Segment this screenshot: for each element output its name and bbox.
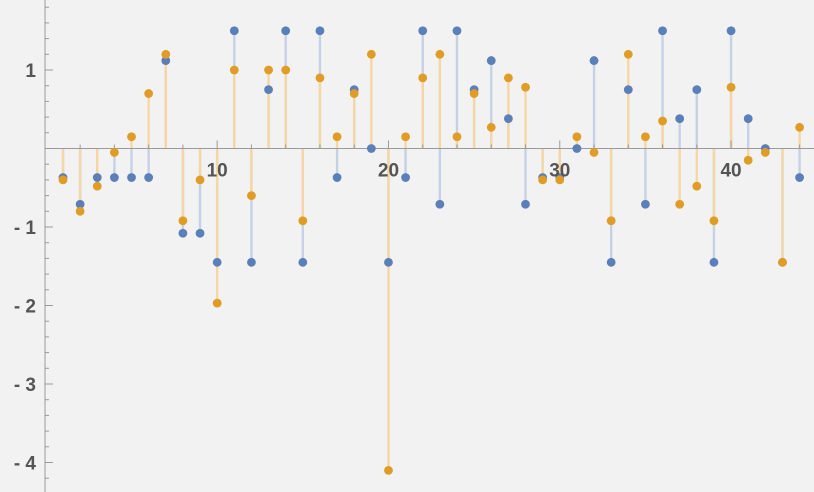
data-point-series1-x7 [161,56,171,65]
data-point-series1-x44 [795,173,804,182]
data-point-series1-x32 [589,56,599,65]
data-point-series1-x15 [298,257,308,267]
data-point-series1-x17 [332,173,342,182]
data-point-series2-x4 [109,148,119,157]
data-point-series1-x8 [178,228,188,238]
x-tick-label-20: 20 [378,161,399,182]
data-point-series1-x19 [366,144,376,153]
data-point-series1-x41 [743,114,753,124]
data-point-series1-x35 [641,199,650,209]
data-point-series2-x19 [366,49,376,59]
y-tick-label-1: - 3 [14,375,36,396]
data-point-series1-x4 [109,173,119,182]
data-point-series1-x13 [264,85,273,95]
data-point-series1-x21 [401,173,410,182]
data-point-series1-x37 [675,114,685,124]
data-point-series2-x39 [709,216,719,226]
data-point-series1-x24 [452,26,462,36]
data-point-series1-x14 [281,26,291,36]
data-point-series2-x33 [606,216,616,226]
data-point-series2-x29 [538,175,548,185]
data-point-series2-x25 [469,89,479,98]
data-point-series2-x32 [589,148,599,157]
data-point-series2-x15 [298,216,308,226]
data-point-series1-x20 [384,257,393,267]
data-point-series2-x30 [555,175,565,185]
data-point-series1-x3 [92,173,102,182]
data-point-series1-x39 [709,257,719,267]
data-point-series1-x22 [418,26,428,36]
data-point-series2-x22 [418,73,428,83]
data-point-series2-x9 [195,175,205,185]
data-point-series2-x17 [332,132,342,142]
data-point-series2-x16 [315,73,325,83]
data-point-series2-x14 [281,65,291,75]
data-point-series2-x12 [247,191,256,201]
y-tick-label-2: - 2 [14,297,36,318]
data-point-series2-x23 [435,49,445,59]
data-point-series1-x31 [572,144,582,153]
data-point-series2-x18 [349,89,359,98]
data-point-series2-x1 [58,175,68,185]
data-point-series1-x36 [658,26,667,36]
data-point-series2-x2 [75,206,85,216]
x-tick-label-40: 40 [720,161,741,182]
data-point-series2-x20 [384,465,393,475]
data-point-series2-x28 [521,82,530,92]
data-point-series1-x23 [435,199,445,209]
data-point-series2-x41 [743,155,753,165]
data-point-series2-x6 [144,89,154,98]
axes [44,0,814,492]
data-point-series1-x2 [75,199,85,209]
data-point-series2-x11 [229,65,239,75]
data-point-series1-x12 [247,257,256,267]
y-tick-label-0: - 4 [14,454,37,475]
data-point-series2-x21 [401,132,410,142]
data-point-series2-x42 [760,148,770,157]
data-point-series1-x10 [212,257,222,267]
data-point-series2-x37 [675,199,685,209]
data-point-series2-x27 [503,73,513,83]
data-point-series2-x13 [264,65,273,75]
tick-labels: 10 20 30 40 - 4 - 3 - 2 - 1 1 [14,61,742,475]
data-point-series1-x9 [195,228,205,238]
data-point-series2-x26 [486,122,496,132]
data-point-series1-x33 [606,257,616,267]
data-point-series2-x44 [795,122,804,132]
data-point-series1-x11 [229,26,239,36]
data-points [58,26,804,475]
data-point-series1-x38 [692,85,702,95]
data-point-series1-x28 [521,199,530,209]
x-tick-label-30: 30 [549,161,570,182]
y-tick-label-4: 1 [25,61,36,82]
data-point-series1-x27 [503,114,513,124]
data-point-series2-x35 [641,132,650,142]
x-tick-label-10: 10 [207,161,228,182]
data-point-series2-x34 [623,49,633,59]
data-point-series2-x38 [692,181,702,191]
data-point-series2-x7 [161,49,171,59]
data-point-series2-x36 [658,116,667,126]
data-point-series2-x24 [452,132,462,142]
data-point-series2-x31 [572,132,582,142]
data-point-series1-x6 [144,173,154,182]
data-point-series1-x16 [315,26,325,36]
data-point-series2-x3 [92,181,102,191]
data-point-series1-x26 [486,56,496,65]
data-point-series1-x40 [726,26,736,36]
stem-lines [61,30,801,471]
y-tick-label-3: - 1 [14,218,37,239]
data-point-series2-x10 [212,298,222,308]
data-point-series2-x5 [127,132,136,142]
data-point-series2-x43 [778,257,787,267]
data-point-series2-x40 [726,82,736,92]
data-point-series1-x34 [623,85,633,95]
data-point-series1-x5 [127,173,136,182]
data-point-series2-x8 [178,216,188,226]
